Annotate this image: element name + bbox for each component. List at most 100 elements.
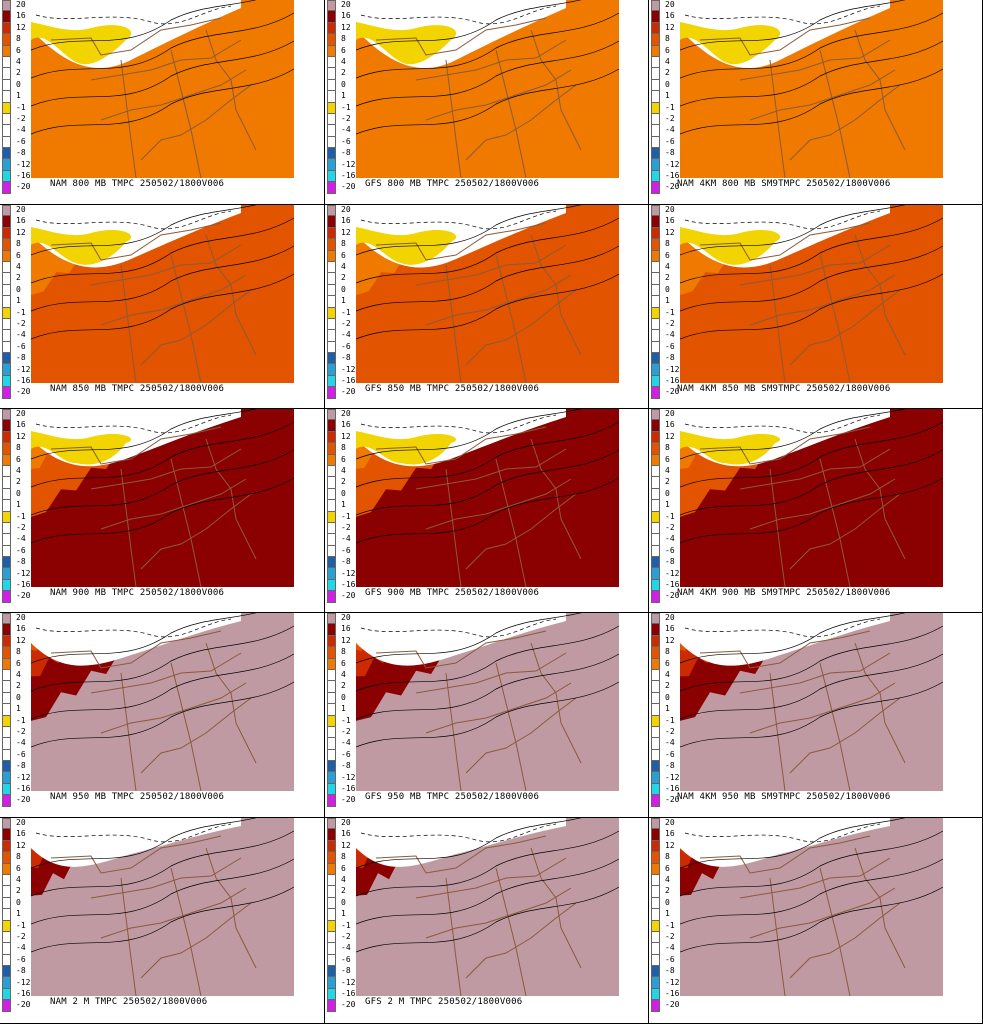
forecast-panel: 20 16 12 8 6 4 2 0 1 -1 -2 -4 -6 -8 -12 -16 -20 NAM 4KM 8… bbox=[649, 205, 983, 409]
legend-swatch bbox=[327, 216, 336, 228]
legend-swatch bbox=[2, 79, 11, 92]
legend-label: -12 bbox=[665, 159, 680, 169]
state-border bbox=[530, 234, 582, 356]
legend-swatch bbox=[2, 227, 11, 240]
legend-swatch bbox=[327, 511, 336, 523]
isotherm-contour bbox=[356, 0, 582, 51]
state-border bbox=[170, 49, 202, 178]
legend-swatch bbox=[2, 988, 11, 1001]
legend-label: 2 bbox=[665, 886, 670, 896]
legend-label: 2 bbox=[16, 681, 21, 691]
legend-label: 4 bbox=[665, 466, 670, 475]
isotherm-contour bbox=[360, 618, 557, 638]
state-border bbox=[50, 835, 222, 874]
legend-label: 16 bbox=[16, 216, 26, 226]
state-border bbox=[495, 49, 527, 178]
legend-label: -8 bbox=[665, 557, 675, 567]
legend-swatch bbox=[2, 296, 11, 308]
legend-swatch bbox=[327, 431, 336, 444]
legend-label: -20 bbox=[665, 182, 680, 192]
legend-label: -2 bbox=[341, 727, 351, 736]
forecast-panel: 20 16 12 8 6 4 2 0 1 -1 -2 -4 -6 -8 -12 -16 -20 GFS 950 M… bbox=[325, 613, 649, 818]
legend-label: 8 bbox=[16, 852, 21, 862]
legend-label: 0 bbox=[16, 488, 21, 498]
legend-swatch bbox=[2, 102, 11, 114]
isotherm-contour bbox=[356, 409, 582, 460]
legend-label: -6 bbox=[341, 749, 351, 759]
color-legend: 20 16 12 8 6 4 2 0 1 -1 -2 -4 -6 -8 -12 -16 -20 bbox=[2, 409, 30, 603]
legend-label: -1 bbox=[341, 511, 351, 521]
state-border bbox=[90, 244, 242, 286]
legend-swatch bbox=[327, 795, 336, 807]
legend-label: 16 bbox=[665, 624, 675, 634]
state-border bbox=[854, 847, 906, 969]
legend-label: 0 bbox=[16, 897, 21, 907]
isotherm-contour bbox=[356, 886, 619, 953]
legend-swatch bbox=[2, 364, 11, 376]
isotherm-contour bbox=[680, 477, 943, 544]
legend-swatch bbox=[651, 692, 660, 705]
legend-label: -1 bbox=[16, 920, 26, 930]
legend-label: 6 bbox=[665, 658, 670, 668]
legend-swatch bbox=[651, 579, 660, 592]
legend-swatch bbox=[327, 353, 336, 365]
isotherm-contour bbox=[360, 5, 557, 25]
state-border bbox=[445, 59, 462, 178]
legend-label: -16 bbox=[341, 171, 356, 180]
isotherm-contour bbox=[31, 858, 294, 925]
forecast-panel: 20 16 12 8 6 4 2 0 1 -1 -2 -4 -6 -8 -12 -16 -20 GFS 800 M… bbox=[325, 0, 649, 205]
legend-swatch bbox=[651, 364, 660, 376]
isotherm-contour bbox=[680, 245, 943, 312]
legend-swatch bbox=[2, 977, 11, 989]
state-border bbox=[170, 254, 202, 383]
legend-label: 12 bbox=[665, 227, 675, 237]
legend-label: -20 bbox=[341, 182, 356, 192]
legend-label: 2 bbox=[665, 681, 670, 691]
legend-label: 2 bbox=[16, 273, 21, 283]
legend-label: 1 bbox=[341, 909, 346, 919]
legend-swatch bbox=[2, 772, 11, 784]
legend-swatch bbox=[651, 330, 660, 342]
legend-swatch bbox=[651, 159, 660, 171]
legend-swatch bbox=[327, 613, 336, 625]
legend-swatch bbox=[2, 387, 11, 399]
legend-swatch bbox=[2, 897, 11, 910]
legend-swatch bbox=[2, 943, 11, 955]
legend-swatch bbox=[327, 591, 336, 603]
legend-swatch bbox=[651, 454, 660, 466]
legend-label: 12 bbox=[16, 635, 26, 645]
legend-swatch bbox=[327, 966, 336, 978]
legend-swatch bbox=[651, 534, 660, 546]
legend-label: 6 bbox=[16, 658, 21, 668]
legend-swatch bbox=[651, 102, 660, 114]
legend-swatch bbox=[2, 647, 11, 659]
legend-swatch bbox=[2, 818, 11, 830]
legend-swatch bbox=[651, 387, 660, 399]
legend-swatch bbox=[327, 840, 336, 853]
legend-label: -16 bbox=[341, 580, 356, 589]
state-border bbox=[205, 847, 257, 969]
legend-swatch bbox=[651, 307, 660, 319]
legend-label: -20 bbox=[665, 387, 680, 397]
legend-label: -20 bbox=[341, 591, 356, 601]
temperature-band bbox=[680, 613, 943, 791]
legend-label: 2 bbox=[341, 886, 346, 896]
isotherm-contour bbox=[31, 68, 294, 135]
isotherm-contour bbox=[356, 40, 619, 107]
isotherm-contour bbox=[31, 449, 294, 516]
state-border bbox=[50, 222, 222, 261]
legend-swatch bbox=[651, 738, 660, 750]
legend-label: 2 bbox=[341, 681, 346, 691]
legend-label: 12 bbox=[341, 635, 351, 645]
legend-label: -2 bbox=[665, 932, 675, 941]
legend-label: 12 bbox=[665, 635, 675, 645]
legend-swatch bbox=[327, 522, 336, 535]
legend-label: -6 bbox=[341, 954, 351, 964]
state-border bbox=[375, 426, 547, 465]
legend-swatch bbox=[327, 635, 336, 648]
legend-label: 6 bbox=[16, 45, 21, 55]
legend-swatch bbox=[327, 11, 336, 23]
legend-label: -6 bbox=[16, 954, 26, 964]
legend-label: 2 bbox=[341, 68, 346, 78]
legend-label: 0 bbox=[16, 692, 21, 702]
